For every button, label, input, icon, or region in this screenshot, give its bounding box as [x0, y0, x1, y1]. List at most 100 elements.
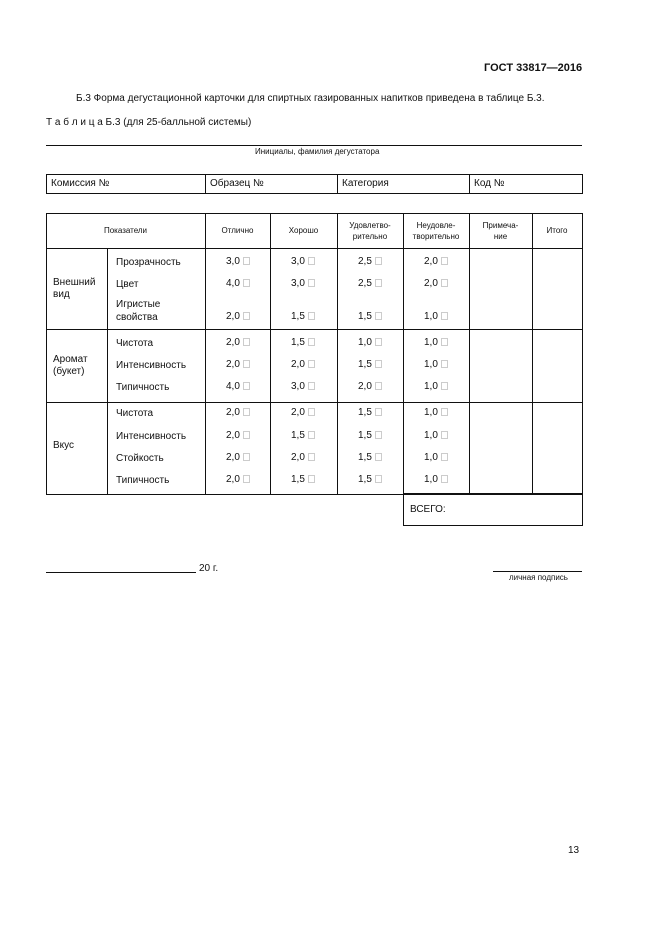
checkbox-icon[interactable] — [307, 312, 315, 321]
score-value: 1,5 — [291, 474, 315, 485]
checkbox-icon[interactable] — [242, 431, 250, 440]
checkbox-icon[interactable] — [307, 408, 315, 417]
score-value: 1,5 — [358, 359, 382, 370]
checkbox-icon[interactable] — [307, 338, 315, 347]
score-value: 3,0 — [291, 381, 315, 392]
checkbox-icon[interactable] — [307, 257, 315, 266]
score-text: 2,0 — [226, 311, 240, 322]
tasting-table — [46, 213, 583, 495]
checkbox-icon[interactable] — [307, 453, 315, 462]
checkbox-icon[interactable] — [440, 338, 448, 347]
checkbox-icon[interactable] — [374, 360, 382, 369]
checkbox-icon[interactable] — [307, 279, 315, 288]
checkbox-icon[interactable] — [440, 475, 448, 484]
indicator-label: Чистота — [116, 408, 154, 419]
score-text: 2,0 — [291, 452, 305, 463]
checkbox-icon[interactable] — [374, 279, 382, 288]
checkbox-icon[interactable] — [242, 408, 250, 417]
form-field-label: Код № — [474, 178, 505, 189]
group-divider — [46, 329, 582, 330]
taster-line — [46, 145, 582, 146]
table-caption: Т а б л и ц а Б.3 (для 25-балльной систе… — [46, 117, 251, 128]
group-name: Вкус — [53, 440, 75, 451]
score-text: 1,5 — [358, 474, 372, 485]
checkbox-icon[interactable] — [440, 360, 448, 369]
checkbox-icon[interactable] — [242, 382, 250, 391]
score-value: 3,0 — [291, 278, 315, 289]
score-text: 2,0 — [358, 381, 372, 392]
checkbox-icon[interactable] — [374, 475, 382, 484]
checkbox-icon[interactable] — [242, 360, 250, 369]
score-value: 1,0 — [424, 337, 448, 348]
checkbox-icon[interactable] — [307, 382, 315, 391]
intro-text: Б.3 Форма дегустационной карточки для сп… — [76, 93, 545, 104]
standard-number: ГОСТ 33817—2016 — [484, 62, 583, 74]
checkbox-icon[interactable] — [374, 408, 382, 417]
checkbox-icon[interactable] — [440, 312, 448, 321]
checkbox-icon[interactable] — [374, 338, 382, 347]
checkbox-icon[interactable] — [440, 453, 448, 462]
form-field — [469, 174, 583, 194]
score-value: 4,0 — [226, 381, 250, 392]
checkbox-icon[interactable] — [440, 257, 448, 266]
checkbox-icon[interactable] — [242, 312, 250, 321]
checkbox-icon[interactable] — [374, 453, 382, 462]
score-text: 2,5 — [358, 256, 372, 267]
checkbox-icon[interactable] — [242, 257, 250, 266]
score-value: 1,5 — [291, 311, 315, 322]
score-text: 4,0 — [226, 278, 240, 289]
score-text: 1,5 — [358, 430, 372, 441]
checkbox-icon[interactable] — [440, 408, 448, 417]
total-box — [403, 493, 583, 526]
score-value: 3,0 — [291, 256, 315, 267]
checkbox-icon[interactable] — [307, 431, 315, 440]
form-field-label: Образец № — [210, 178, 264, 189]
score-text: 4,0 — [226, 381, 240, 392]
form-field-label: Категория — [342, 178, 389, 189]
checkbox-icon[interactable] — [374, 382, 382, 391]
date-line — [46, 572, 196, 573]
score-value: 2,0 — [424, 278, 448, 289]
checkbox-icon[interactable] — [242, 475, 250, 484]
score-text: 2,5 — [358, 278, 372, 289]
checkbox-icon[interactable] — [374, 431, 382, 440]
score-text: 1,0 — [424, 381, 438, 392]
form-field-label: Комиссия № — [51, 178, 110, 189]
score-value: 2,0 — [358, 381, 382, 392]
score-text: 2,0 — [424, 278, 438, 289]
score-text: 1,0 — [424, 407, 438, 418]
checkbox-icon[interactable] — [440, 431, 448, 440]
score-text: 1,5 — [358, 359, 372, 370]
column-divider — [532, 213, 533, 494]
score-value: 1,5 — [291, 337, 315, 348]
score-text: 2,0 — [226, 452, 240, 463]
column-header: Примеча- ние — [482, 220, 519, 241]
score-value: 2,0 — [226, 474, 250, 485]
page-number: 13 — [568, 845, 580, 856]
checkbox-icon[interactable] — [440, 382, 448, 391]
score-value: 1,5 — [358, 452, 382, 463]
checkbox-icon[interactable] — [242, 338, 250, 347]
checkbox-icon[interactable] — [374, 312, 382, 321]
checkbox-icon[interactable] — [307, 360, 315, 369]
signature-caption: личная подпись — [509, 573, 568, 582]
checkbox-icon[interactable] — [242, 279, 250, 288]
score-text: 1,0 — [424, 311, 438, 322]
checkbox-icon[interactable] — [242, 453, 250, 462]
checkbox-icon[interactable] — [307, 475, 315, 484]
score-value: 2,0 — [226, 311, 250, 322]
column-header: Итого — [546, 226, 568, 235]
score-text: 1,0 — [424, 452, 438, 463]
checkbox-icon[interactable] — [440, 279, 448, 288]
column-header: Хорошо — [288, 226, 319, 235]
score-value: 2,0 — [291, 407, 315, 418]
score-value: 1,5 — [358, 407, 382, 418]
score-text: 1,0 — [424, 337, 438, 348]
checkbox-icon[interactable] — [374, 257, 382, 266]
score-text: 1,5 — [358, 407, 372, 418]
score-value: 2,5 — [358, 278, 382, 289]
score-value: 2,0 — [424, 256, 448, 267]
date-suffix: 20 г. — [199, 563, 219, 574]
score-text: 1,5 — [358, 311, 372, 322]
